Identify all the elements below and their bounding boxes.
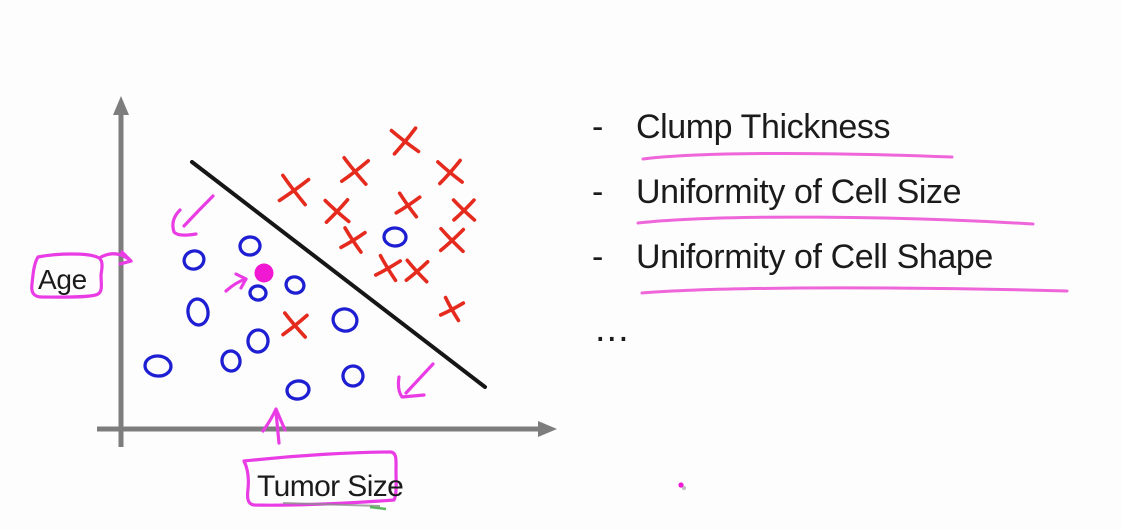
boundary-path — [190, 160, 487, 389]
decision-boundary-line — [190, 160, 487, 389]
malignant-point — [323, 198, 351, 224]
malignant-point — [389, 126, 421, 156]
malignant-point — [451, 198, 477, 222]
ellipsis-text: ... — [595, 308, 630, 350]
tumor-size-box-shadow — [282, 502, 381, 507]
annotation-arrow-x-axis-icon — [261, 407, 287, 445]
feature-item-clump-thickness: - Clump Thickness — [592, 108, 890, 147]
benign-point — [285, 379, 311, 401]
bullet-dash: - — [592, 108, 603, 146]
malignant-point — [438, 295, 466, 323]
benign-point — [331, 307, 359, 333]
benign-point — [382, 226, 408, 248]
malignant-point — [340, 156, 370, 186]
feature-label: Uniformity of Cell Shape — [635, 238, 993, 276]
malignant-point — [404, 258, 430, 284]
feature-underlines — [636, 151, 1069, 295]
benign-point — [246, 328, 270, 354]
benign-point — [220, 349, 242, 373]
highlighted-point — [254, 263, 274, 283]
benign-point — [238, 235, 262, 257]
feature-item-cell-size: - Uniformity of Cell Size — [592, 173, 962, 212]
cursor-dot-icon — [678, 482, 687, 491]
annotation-arrow-upper-left-icon — [171, 194, 215, 237]
malignant-point — [277, 173, 311, 207]
malignant-point — [436, 158, 464, 186]
malignant-point — [394, 191, 422, 219]
x-axis — [97, 421, 557, 437]
feature-label: Clump Thickness — [635, 108, 891, 146]
tumor-size-label-box — [242, 450, 398, 507]
underline-cell-shape — [640, 286, 1069, 295]
y-axis — [113, 96, 129, 447]
malignant-point — [339, 226, 367, 254]
underline-cell-size — [636, 215, 1035, 226]
benign-point — [182, 249, 206, 271]
underline-clump-thickness — [641, 151, 954, 161]
benign-point — [341, 364, 365, 388]
annotation-arrow-lower-right-icon — [396, 362, 435, 399]
green-mark — [369, 505, 387, 511]
y-axis-label: Age — [38, 264, 87, 295]
benign-point — [186, 297, 210, 327]
x-axis-label: Tumor Size — [257, 470, 404, 503]
malignant-point — [373, 253, 403, 283]
annotation-arrow-dot-pointer-icon — [224, 272, 248, 293]
benign-point — [248, 284, 268, 302]
feature-label: Uniformity of Cell Size — [635, 173, 962, 211]
benign-point — [284, 275, 306, 295]
malignant-point — [438, 226, 466, 254]
feature-item-cell-shape: - Uniformity of Cell Shape — [592, 238, 993, 277]
malignant-point — [281, 311, 309, 339]
bullet-dash: - — [592, 238, 603, 276]
age-label-box — [30, 252, 104, 299]
bullet-dash: - — [592, 173, 603, 211]
malignant-points — [277, 126, 477, 339]
benign-point — [143, 354, 173, 378]
annotation-arrow-age-icon — [99, 250, 133, 266]
benign-points — [143, 226, 408, 401]
